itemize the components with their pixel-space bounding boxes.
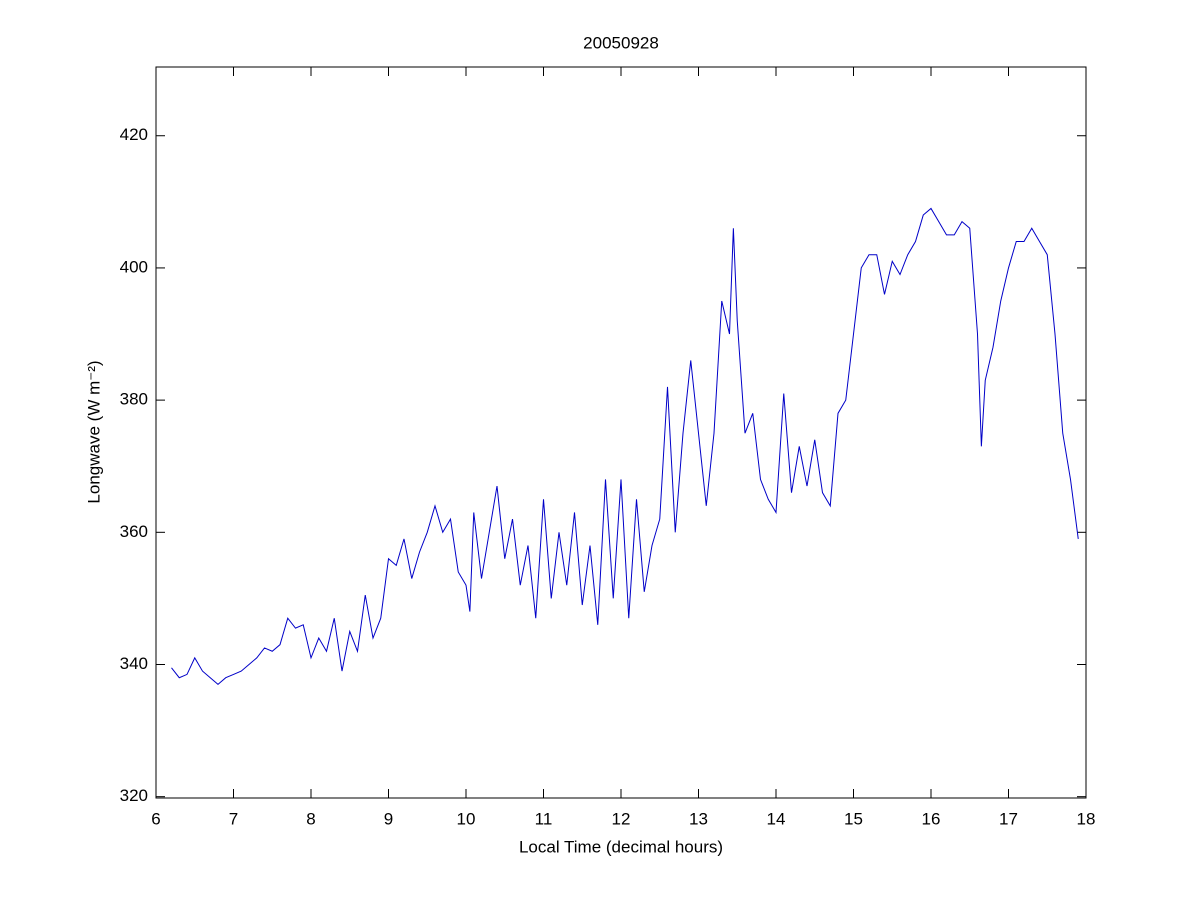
y-tick-label: 320	[120, 786, 148, 805]
y-tick-label: 400	[120, 257, 148, 276]
x-tick-label: 7	[229, 809, 238, 828]
x-tick-label: 17	[999, 809, 1018, 828]
y-tick-label: 340	[120, 654, 148, 673]
x-tick-label: 11	[535, 809, 553, 828]
y-tick-label: 380	[120, 390, 148, 409]
x-axis-label: Local Time (decimal hours)	[519, 837, 723, 856]
x-tick-label: 12	[612, 809, 631, 828]
x-tick-label: 15	[844, 809, 863, 828]
x-tick-label: 10	[457, 809, 476, 828]
x-tick-label: 6	[151, 809, 160, 828]
plot-frame	[155, 66, 1087, 799]
x-tick-label: 16	[922, 809, 941, 828]
y-tick-label: 360	[120, 522, 148, 541]
x-tick-label: 9	[384, 809, 393, 828]
y-axis-label: Longwave (W m⁻²)	[84, 360, 103, 503]
x-tick-label: 8	[306, 809, 315, 828]
x-tick-label: 14	[767, 809, 786, 828]
chart-title: 20050928	[583, 33, 659, 52]
y-tick-label: 420	[120, 125, 148, 144]
x-tick-label: 18	[1077, 809, 1096, 828]
data-line	[171, 207, 1079, 685]
x-tick-label: 13	[689, 809, 708, 828]
